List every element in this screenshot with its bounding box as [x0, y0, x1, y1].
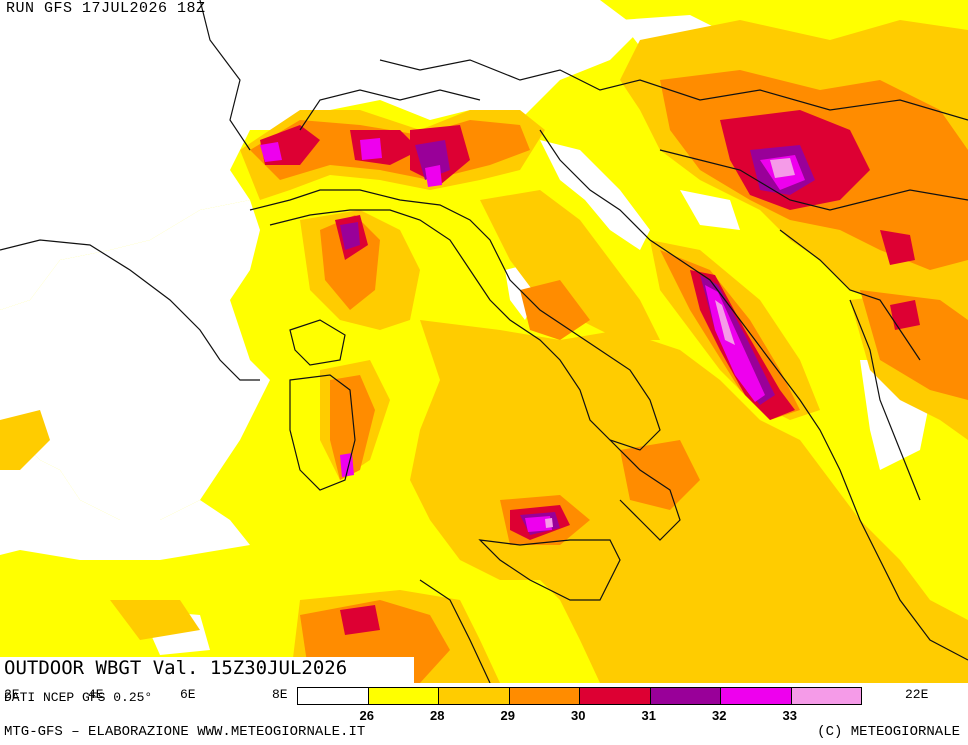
legend-label: 28 — [430, 708, 445, 723]
legend-swatch — [720, 687, 792, 705]
lon-label-6e: 6E — [180, 687, 196, 702]
pink-areas — [545, 158, 795, 528]
legend-label: 33 — [782, 708, 797, 723]
legend-swatch — [790, 687, 862, 705]
legend-label: 32 — [712, 708, 727, 723]
legend-label: 26 — [359, 708, 374, 723]
lon-label-2e: 2E — [4, 687, 20, 702]
legend-label: 31 — [641, 708, 656, 723]
legend-swatch — [367, 687, 439, 705]
footer-copyright: (C) METEOGIORNALE — [817, 724, 960, 740]
footer-credit: MTG-GFS – ELABORAZIONE WWW.METEOGIORNALE… — [4, 724, 366, 740]
wbgt-map — [0, 0, 968, 683]
legend-label: 30 — [571, 708, 586, 723]
coastlines — [0, 0, 968, 683]
run-title: RUN GFS 17JUL2026 18Z — [6, 0, 206, 17]
legend-swatch — [438, 687, 510, 705]
legend-swatch — [297, 687, 369, 705]
legend-swatch — [579, 687, 651, 705]
lon-label-8e: 8E — [272, 687, 288, 702]
legend-label: 29 — [500, 708, 515, 723]
lon-label-4e: 4E — [88, 687, 104, 702]
legend-swatch — [649, 687, 721, 705]
data-source-note: DATI NCEP GFS 0.25° — [4, 690, 153, 705]
field-title: OUTDOOR WBGT Val. 15Z30JUL2026 — [4, 657, 348, 679]
legend-swatch — [508, 687, 580, 705]
lon-label-22e: 22E — [905, 687, 929, 702]
field-title-box — [0, 657, 414, 683]
